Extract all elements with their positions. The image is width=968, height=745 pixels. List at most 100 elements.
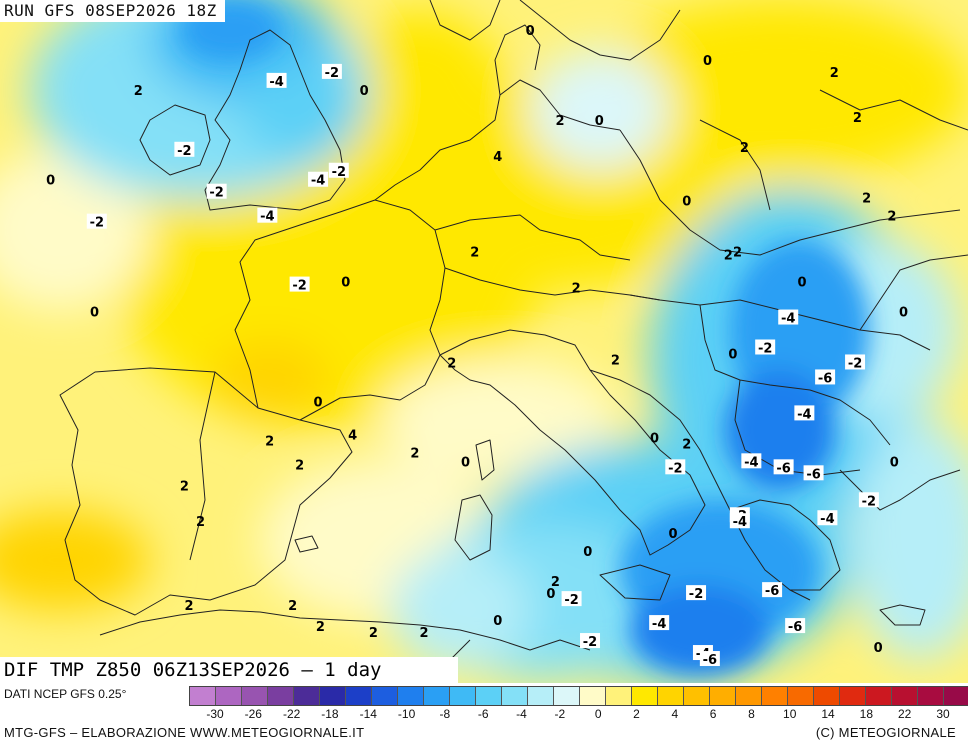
contour-label: 0 (703, 54, 712, 69)
contour-label: -6 (818, 371, 832, 386)
contour-label: -2 (564, 593, 578, 608)
contour-label: -2 (668, 461, 682, 476)
contour-label-background (580, 633, 601, 649)
contour-label: -2 (332, 165, 346, 180)
contour-label-background (803, 465, 824, 481)
contour-label-background (794, 405, 815, 421)
legend-swatch (294, 687, 320, 705)
contour-label-background (729, 513, 750, 529)
contour-label-background (308, 171, 329, 187)
contour-label: 0 (728, 347, 737, 362)
legend-tick-label: -8 (439, 707, 451, 721)
contour-label: 2 (288, 599, 297, 614)
legend-swatch (736, 687, 762, 705)
legend-swatch (320, 687, 346, 705)
contour-label-background (858, 492, 879, 508)
contour-label: -2 (862, 494, 876, 509)
contour-label: 2 (316, 620, 325, 635)
contour-label-background (665, 459, 686, 475)
contour-label: -4 (260, 210, 274, 225)
contour-label-background (773, 459, 794, 475)
legend-swatch (866, 687, 892, 705)
legend-tick-label: -4 (516, 707, 527, 721)
contour-label: 0 (890, 455, 899, 470)
contour-label: 2 (853, 111, 862, 126)
contour-label: 2 (184, 599, 193, 614)
contour-label: 0 (899, 306, 908, 321)
legend-swatch (216, 687, 242, 705)
contour-label: -2 (325, 66, 339, 81)
contour-label: 2 (551, 575, 560, 590)
legend-swatch (918, 687, 944, 705)
contour-label: -4 (781, 312, 795, 327)
legend-swatch (580, 687, 606, 705)
legend-swatch (684, 687, 710, 705)
contour-label-background (699, 651, 720, 667)
legend-tick-label: 30 (936, 707, 950, 721)
legend-tick-label: -2 (554, 707, 566, 721)
contour-label: -2 (292, 279, 306, 294)
contour-label: 2 (369, 626, 378, 641)
contour-label: -6 (788, 620, 802, 635)
footer: DATI NCEP GFS 0.25° -30 -26 -22 -18 -14 -10 -8… (0, 683, 968, 745)
contour-label: 0 (874, 641, 883, 656)
contour-label-background (845, 354, 866, 370)
contour-label: 2 (682, 437, 691, 452)
contour-label: -2 (689, 587, 703, 602)
legend-swatch (242, 687, 268, 705)
contour-label: -2 (848, 356, 862, 371)
contour-label: -4 (652, 617, 666, 632)
contour-label: 0 (682, 195, 691, 210)
legend-swatch (398, 687, 424, 705)
legend-tick-label: 18 (859, 707, 874, 721)
contour-label: 2 (420, 626, 429, 641)
legend-swatch (528, 687, 554, 705)
contour-label-background (778, 309, 799, 325)
legend-tick-label: 8 (748, 707, 755, 721)
contour-label: 2 (887, 210, 896, 225)
contour-label: 0 (650, 431, 659, 446)
legend-swatch (892, 687, 918, 705)
contour-label-background (86, 213, 107, 229)
legend-swatch (372, 687, 398, 705)
contour-label: -4 (744, 455, 758, 470)
legend-tick-label: -26 (244, 707, 262, 721)
contour-label: 4 (493, 150, 502, 165)
contour-label: -4 (820, 512, 834, 527)
contour-label: 0 (798, 276, 807, 291)
legend-swatch (944, 687, 968, 705)
legend-swatch (788, 687, 814, 705)
contour-label-background (762, 582, 783, 598)
contour-label: 0 (583, 545, 592, 560)
contour-label: 2 (410, 446, 419, 461)
legend-tick-label: -14 (359, 707, 377, 721)
contour-label: 0 (341, 276, 350, 291)
legend-swatch (450, 687, 476, 705)
contour-label: 0 (46, 174, 55, 189)
contour-label: -2 (209, 186, 223, 201)
contour-label-background (206, 183, 227, 199)
legend-swatch (606, 687, 632, 705)
contour-label-background (755, 339, 776, 355)
contour-label: 2 (295, 458, 304, 473)
legend-tick-label: -18 (321, 707, 339, 721)
legend-swatch (476, 687, 502, 705)
data-source-label: DATI NCEP GFS 0.25° (4, 687, 127, 701)
contour-label: -6 (806, 467, 820, 482)
contour-label-background (321, 63, 342, 79)
legend-swatch (502, 687, 528, 705)
legend-tick-labels: -30 -26 -22 -18 -14 -10 -8 -6 -4 -2 0 2 4 6 8 10 14 18 22 3… (189, 707, 968, 723)
contour-label: -4 (733, 515, 747, 530)
contour-label: 2 (470, 246, 479, 261)
copyright-label: (C) METEOGIORNALE (815, 725, 956, 740)
contour-label: -2 (758, 341, 772, 356)
legend-swatch (658, 687, 684, 705)
contour-label: -6 (776, 461, 790, 476)
contour-label-background (817, 510, 838, 526)
contour-label-background (741, 453, 762, 469)
contour-label: 2 (196, 515, 205, 530)
contour-label: 0 (668, 527, 677, 542)
legend-tick-label: -22 (282, 707, 301, 721)
